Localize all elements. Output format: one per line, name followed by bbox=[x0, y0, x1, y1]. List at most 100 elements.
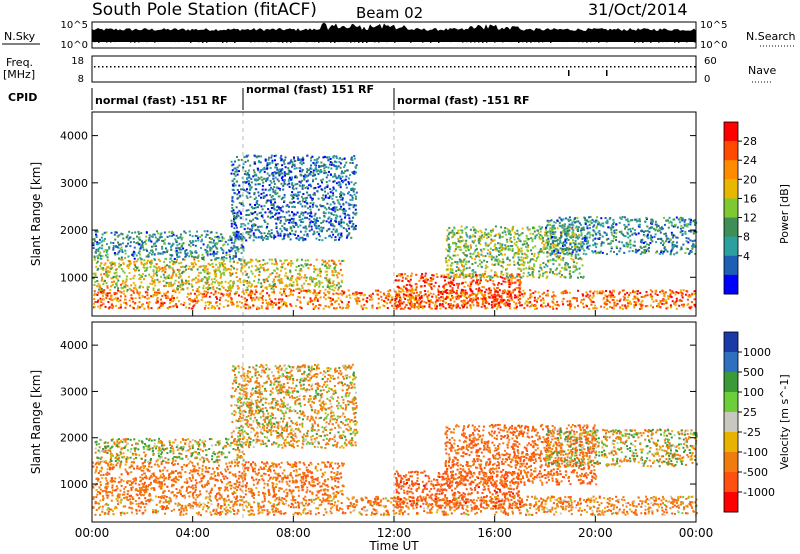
power-cell bbox=[453, 274, 456, 277]
cpid-label: CPID bbox=[8, 91, 37, 104]
power-cell bbox=[197, 274, 200, 277]
power-cell bbox=[483, 293, 486, 296]
power-cell bbox=[566, 251, 569, 254]
power-cell bbox=[405, 304, 408, 306]
power-cell bbox=[456, 284, 459, 286]
power-cell bbox=[270, 207, 273, 209]
power-cell bbox=[191, 255, 193, 258]
power-cell bbox=[626, 291, 629, 294]
power-cell bbox=[410, 295, 413, 298]
power-cell bbox=[442, 305, 445, 308]
power-cell bbox=[110, 267, 113, 270]
power-cell bbox=[171, 244, 174, 247]
power-cell bbox=[197, 254, 200, 257]
power-cell bbox=[306, 154, 309, 157]
power-cell bbox=[459, 241, 462, 244]
freq-point bbox=[222, 66, 224, 68]
power-cell bbox=[106, 286, 109, 289]
power-cell bbox=[415, 273, 418, 276]
power-cell bbox=[158, 238, 161, 241]
power-cell bbox=[313, 277, 315, 280]
noise-search-point bbox=[502, 40, 504, 43]
power-cell bbox=[283, 301, 286, 303]
freq-point bbox=[386, 66, 388, 68]
power-cell bbox=[261, 301, 264, 304]
power-cell bbox=[341, 170, 343, 173]
freq-point bbox=[526, 66, 528, 68]
power-cell bbox=[100, 262, 103, 265]
power-cell bbox=[612, 298, 615, 301]
power-cell bbox=[197, 278, 200, 281]
noise-search-point bbox=[558, 40, 560, 42]
power-cell bbox=[339, 177, 342, 180]
power-cell bbox=[118, 243, 121, 246]
power-cell bbox=[189, 250, 192, 253]
power-cell bbox=[179, 285, 182, 288]
power-cell bbox=[530, 268, 533, 271]
power-cell bbox=[316, 226, 319, 229]
freq-point bbox=[506, 66, 508, 68]
power-cell bbox=[663, 302, 665, 305]
power-cell bbox=[180, 278, 183, 281]
power-cell bbox=[244, 279, 247, 282]
power-cell bbox=[479, 239, 482, 242]
power-cell bbox=[252, 239, 255, 242]
power-cell bbox=[411, 302, 414, 305]
power-cell bbox=[171, 290, 174, 292]
power-cell bbox=[443, 284, 446, 287]
power-cell bbox=[167, 277, 170, 279]
power-cell bbox=[335, 284, 338, 287]
power-cell bbox=[108, 292, 111, 294]
noise-search-point bbox=[210, 40, 212, 42]
power-cell bbox=[110, 231, 113, 234]
power-cell bbox=[332, 188, 335, 190]
power-cell bbox=[420, 295, 423, 298]
power-cell bbox=[472, 299, 475, 302]
power-cell bbox=[311, 221, 314, 223]
power-cell bbox=[442, 300, 445, 302]
power-cell bbox=[386, 307, 389, 309]
power-cell bbox=[434, 307, 437, 310]
power-cell bbox=[289, 269, 292, 272]
power-cell bbox=[396, 293, 399, 296]
power-cell bbox=[136, 289, 139, 292]
power-cell bbox=[271, 306, 274, 309]
power-cell bbox=[484, 297, 487, 300]
power-cell bbox=[183, 258, 186, 261]
power-cell bbox=[326, 174, 329, 177]
power-cell bbox=[409, 278, 412, 281]
power-cell bbox=[285, 302, 288, 305]
power-cell bbox=[447, 233, 450, 236]
power-cell bbox=[166, 306, 169, 309]
power-cell bbox=[350, 158, 353, 161]
power-cell bbox=[287, 169, 290, 172]
power-cell bbox=[248, 281, 251, 284]
power-cell bbox=[389, 294, 392, 297]
power-cell bbox=[253, 223, 256, 226]
noise-search-point bbox=[406, 40, 408, 42]
noise-search-point bbox=[186, 40, 188, 42]
power-cell bbox=[362, 294, 365, 297]
power-cell bbox=[153, 272, 155, 275]
power-cell bbox=[114, 276, 117, 279]
freq-point bbox=[194, 66, 196, 68]
power-cell bbox=[285, 173, 288, 175]
power-cell bbox=[505, 272, 508, 275]
power-cell bbox=[251, 212, 254, 215]
power-cell bbox=[637, 299, 640, 301]
power-cell bbox=[229, 285, 232, 288]
power-cell bbox=[441, 303, 444, 305]
freq-point bbox=[350, 66, 352, 68]
power-cell bbox=[485, 279, 488, 282]
power-cell bbox=[517, 286, 520, 289]
power-cell bbox=[324, 194, 327, 197]
power-cell bbox=[236, 305, 238, 308]
power-cell bbox=[683, 303, 685, 306]
power-cell bbox=[93, 302, 95, 305]
power-cell bbox=[580, 301, 582, 304]
power-cell bbox=[154, 242, 157, 245]
power-cell bbox=[312, 180, 314, 183]
power-cell bbox=[558, 272, 561, 275]
noise-search-point bbox=[482, 41, 484, 43]
power-cell bbox=[178, 269, 181, 271]
